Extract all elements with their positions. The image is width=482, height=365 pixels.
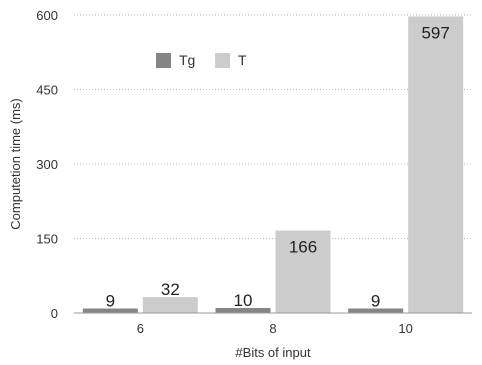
bar-tg-8 <box>215 308 271 313</box>
legend-swatch-tg <box>156 53 171 68</box>
data-label-t-8: 166 <box>289 238 317 257</box>
y-tick-label: 0 <box>51 306 58 321</box>
data-label-tg-8: 10 <box>234 291 253 310</box>
y-tick-labels: 0 150 300 450 600 <box>36 8 58 321</box>
legend-swatch-t <box>215 53 230 68</box>
y-tick-label: 300 <box>36 157 58 172</box>
legend: Tg T <box>156 52 247 68</box>
data-label-t-6: 32 <box>161 280 180 299</box>
bar-t-10 <box>408 16 464 314</box>
x-axis-title: #Bits of input <box>235 345 311 360</box>
bar-tg-6 <box>82 308 138 313</box>
legend-label-t: T <box>238 52 247 68</box>
data-labels: 9 32 10 166 9 597 <box>106 23 450 310</box>
bars <box>82 16 464 314</box>
legend-label-tg: Tg <box>179 52 195 68</box>
y-tick-label: 450 <box>36 83 58 98</box>
x-tick-label: 10 <box>398 321 412 336</box>
bar-tg-10 <box>348 308 404 313</box>
bar-t-8 <box>275 230 331 313</box>
x-tick-labels: 6 8 10 <box>137 321 413 336</box>
data-label-tg-6: 9 <box>106 292 115 311</box>
x-tick-label: 6 <box>137 321 144 336</box>
x-tick-label: 8 <box>269 321 276 336</box>
y-gridlines <box>74 14 472 239</box>
bar-t-6 <box>142 297 198 313</box>
data-label-t-10: 597 <box>421 23 449 42</box>
data-label-tg-10: 9 <box>371 292 380 311</box>
y-axis-title: Computetion time (ms) <box>8 98 23 229</box>
y-tick-label: 600 <box>36 8 58 23</box>
y-tick-label: 150 <box>36 232 58 247</box>
